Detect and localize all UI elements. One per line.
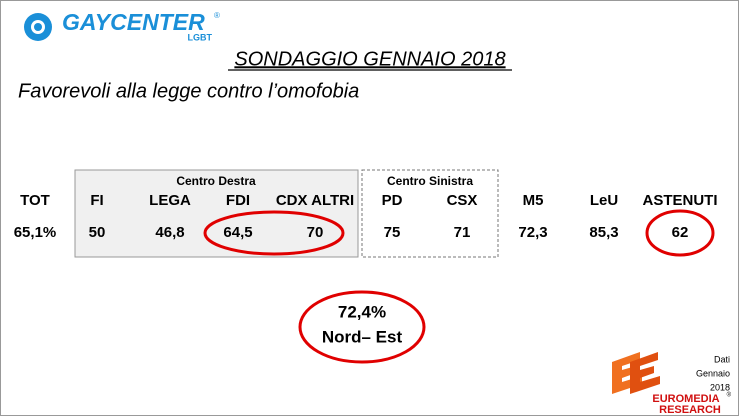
footer-line: Dati	[714, 354, 730, 364]
column-header: M5	[523, 192, 544, 209]
cell-value: 75	[384, 224, 401, 241]
footer-line: Gennaio	[696, 368, 730, 378]
logo-mark: ®	[214, 11, 220, 20]
column-header: LeU	[590, 192, 618, 209]
column-header: TOT	[20, 192, 50, 209]
group-label: Centro Destra	[176, 174, 256, 188]
cell-value: 64,5	[223, 224, 252, 241]
logo-tag: LGBT	[188, 32, 213, 42]
logo-name: GAYCENTER	[62, 9, 205, 35]
highlight	[203, 210, 345, 256]
brand-line: EUROMEDIA	[652, 393, 719, 405]
cell-value: 50	[89, 224, 106, 241]
gaycenter-logo: GAYCENTER ® LGBT	[24, 9, 220, 42]
column-header: CSX	[447, 192, 478, 209]
cell-value: 72,3	[518, 224, 547, 241]
column-header: FDI	[226, 192, 250, 209]
column-header: FI	[90, 192, 103, 209]
callout-value: 72,4%	[338, 302, 386, 321]
cell-value: 71	[454, 224, 471, 241]
highlight	[298, 290, 426, 364]
group-label: Centro Sinistra	[387, 174, 473, 188]
title: SONDAGGIO GENNAIO 2018	[234, 48, 505, 70]
cell-value: 62	[672, 224, 689, 241]
cell-value: 46,8	[155, 224, 184, 241]
column-header: CDX ALTRI	[276, 192, 354, 209]
group-box	[74, 169, 359, 258]
column-header: LEGA	[149, 192, 191, 209]
cell-value: 65,1%	[14, 224, 57, 241]
table: TOT 65,1% FI 50 LEGA 46,8 FDI 64,5 CDX ALTRI 70 PD…	[14, 192, 718, 241]
callout-label: Nord– Est	[322, 327, 403, 346]
brand-line: RESEARCH	[659, 404, 721, 416]
footer-line: 2018	[710, 382, 730, 392]
subtitle: Favorevoli alla legge contro l’omofobia	[18, 80, 359, 102]
column-header: ASTENUTI	[643, 192, 718, 209]
column-header: PD	[382, 192, 403, 209]
group-box	[361, 169, 499, 258]
cell-value: 70	[307, 224, 324, 241]
highlight	[645, 209, 715, 257]
brand-mark: ®	[727, 392, 732, 399]
cell-value: 85,3	[589, 224, 618, 241]
euromedia-logo: EUROMEDIA RESEARCH ®	[612, 352, 732, 416]
